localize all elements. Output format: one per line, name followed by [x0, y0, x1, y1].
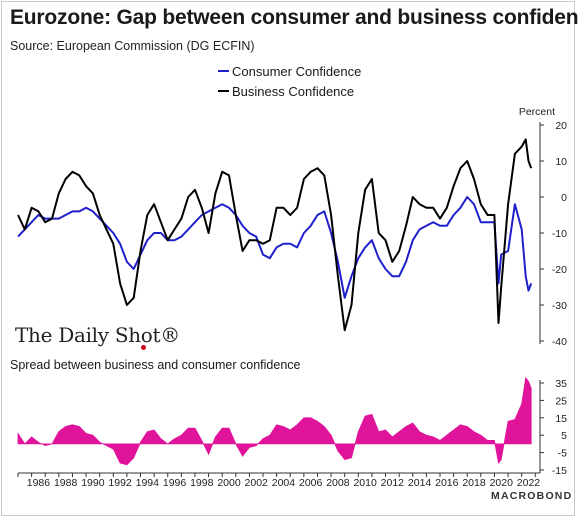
x-tick-label: 2012: [381, 477, 405, 489]
legend-item-consumer: Consumer Confidence: [218, 61, 361, 81]
x-tick-label: 2022: [517, 477, 541, 489]
x-tick-label: 1998: [190, 477, 214, 489]
x-tick-label: 2010: [353, 477, 377, 489]
legend: Consumer Confidence Business Confidence: [218, 61, 361, 101]
business-confidence-line: [17, 138, 533, 332]
chart-title: Eurozone: Gap between consumer and busin…: [10, 6, 578, 29]
x-tick-label: 1992: [108, 477, 132, 489]
upper-y-tick-label: -10: [552, 228, 567, 240]
x-tick-label: 2018: [462, 477, 486, 489]
spread-area: [17, 376, 532, 466]
lower-y-tick-label: 15: [555, 413, 567, 425]
macrobond-logo: MACROBOND: [491, 490, 573, 502]
lower-series: [17, 376, 532, 466]
legend-swatch-consumer: [218, 70, 229, 72]
upper-series: [17, 138, 533, 332]
upper-y-tick-label: 20: [555, 120, 567, 132]
legend-swatch-business: [218, 90, 229, 92]
x-tick-label: 2002: [245, 477, 269, 489]
legend-item-business: Business Confidence: [218, 81, 361, 101]
x-tick-label: 1986: [27, 477, 51, 489]
x-tick-label: 1994: [136, 477, 160, 489]
consumer-confidence-line: [17, 196, 533, 299]
x-tick-label: 1988: [54, 477, 78, 489]
x-tick-label: 1990: [81, 477, 105, 489]
upper-axes: 20 10 0 -10 -20 -30 -40: [539, 120, 567, 348]
x-tick-label: 2020: [490, 477, 514, 489]
x-tick-label: 2014: [408, 477, 432, 489]
y-unit-label: Percent: [519, 106, 555, 118]
x-tick-label: 2006: [299, 477, 323, 489]
daily-shot-logo: The Daily Shot®: [15, 323, 180, 347]
upper-y-tick-label: 10: [555, 156, 567, 168]
logo-dot-icon: [141, 345, 146, 350]
legend-label-consumer: Consumer Confidence: [232, 63, 362, 79]
lower-y-tick-label: 35: [555, 378, 567, 390]
lower-y-tick-label: 5: [561, 430, 567, 442]
spread-chart-title: Spread between business and consumer con…: [10, 358, 301, 372]
lower-axes: 35 25 15 5 -5 -15 1986 1988 1990 1992 1994 1996 1998…: [17, 378, 567, 489]
x-tick-label: 1996: [163, 477, 187, 489]
x-tick-label: 2004: [272, 477, 296, 489]
upper-y-tick-label: -30: [552, 300, 567, 312]
x-tick-label: 2000: [217, 477, 241, 489]
upper-y-tick-label: -40: [552, 336, 567, 348]
x-tick-label: 2008: [326, 477, 350, 489]
x-tick-label: 2016: [435, 477, 459, 489]
upper-y-tick-label: -20: [552, 264, 567, 276]
lower-y-tick-label: -5: [558, 448, 567, 460]
lower-y-tick-label: -15: [552, 465, 567, 477]
chart-source: Source: European Commission (DG ECFIN): [10, 39, 255, 53]
upper-y-tick-label: 0: [561, 192, 567, 204]
lower-y-tick-label: 25: [555, 395, 567, 407]
legend-label-business: Business Confidence: [232, 83, 355, 99]
